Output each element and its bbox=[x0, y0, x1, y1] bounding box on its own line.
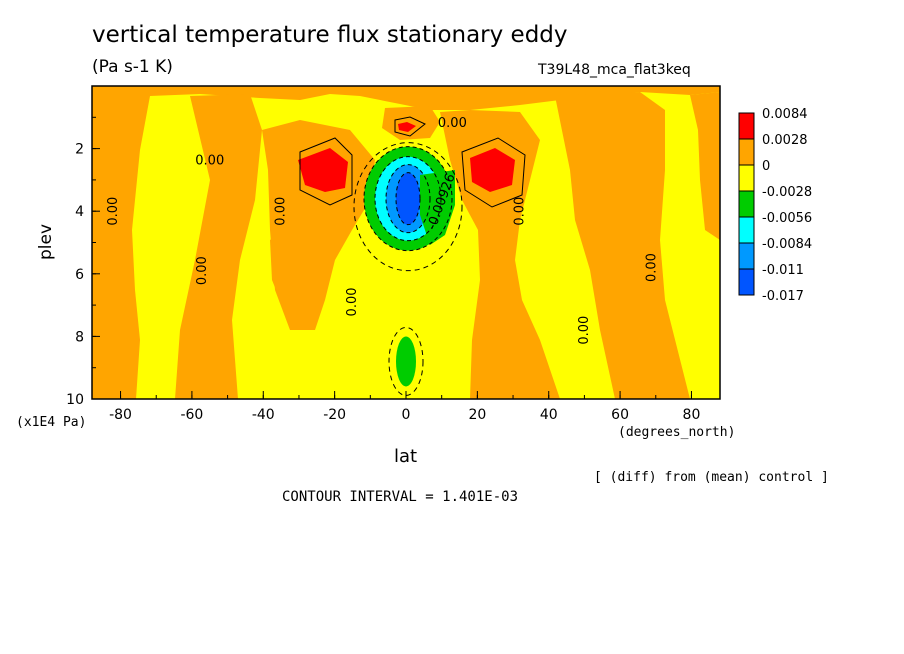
contour-dashed-eq-4 bbox=[395, 172, 421, 226]
contour-dashed-eq-1 bbox=[363, 146, 453, 252]
colorbar-swatch bbox=[738, 164, 755, 192]
colorbar-label: -0.0056 bbox=[762, 211, 812, 226]
colorbar-swatch bbox=[738, 138, 755, 166]
y-tick-label: 8 bbox=[75, 329, 84, 345]
diff-note: [ (diff) from (mean) control ] bbox=[594, 470, 829, 485]
contour-line-1 bbox=[299, 137, 353, 206]
colorbar-label: 0.0028 bbox=[762, 133, 808, 148]
contour-label-9: 0.00 bbox=[645, 253, 660, 282]
colorbar-label: -0.017 bbox=[762, 289, 804, 304]
colorbar-label: 0.0084 bbox=[762, 107, 808, 122]
units-label: (Pa s-1 K) bbox=[92, 57, 173, 77]
x-tick-label: 0 bbox=[402, 407, 411, 423]
colorbar-label: -0.011 bbox=[762, 263, 804, 278]
x-tick-label: -80 bbox=[109, 407, 132, 423]
y-tick-label: 4 bbox=[75, 204, 84, 220]
axes: -80 -60 -40 -20 0 20 40 60 80 2 4 6 8 10 bbox=[66, 116, 701, 423]
y-scale-label: (x1E4 Pa) bbox=[16, 415, 87, 430]
contour-label-5: 0.00 bbox=[195, 256, 210, 285]
x-tick-label: 20 bbox=[468, 407, 486, 423]
y-tick-label: 10 bbox=[66, 392, 84, 408]
red-top-max bbox=[398, 122, 416, 132]
x-tick-label: -40 bbox=[252, 407, 275, 423]
colorbar-swatch bbox=[738, 112, 755, 140]
colorbar-label: -0.0028 bbox=[762, 185, 812, 200]
red-sh-max bbox=[298, 148, 348, 192]
contour-label-7: 0.00 bbox=[513, 197, 528, 226]
contour-label-4: 0.00 bbox=[274, 197, 289, 226]
orange-region-7 bbox=[690, 92, 720, 240]
x-tick-label: -20 bbox=[323, 407, 346, 423]
eq-band-core bbox=[396, 172, 420, 225]
y-tick-label: 6 bbox=[75, 267, 84, 283]
contour-label-6: 0.00 bbox=[345, 287, 360, 316]
run-label: T39L48_mca_flat3keq bbox=[538, 62, 691, 78]
colorbar-swatch bbox=[738, 216, 755, 244]
contour-dashed-lower bbox=[388, 326, 424, 396]
x-unit-label: (degrees_north) bbox=[618, 425, 736, 440]
contour-label-8: 0.00 bbox=[577, 316, 592, 345]
contour-dashed-eq-2 bbox=[374, 156, 442, 242]
contour-dashed-eq-3 bbox=[385, 164, 431, 234]
colorbar-swatch bbox=[738, 268, 755, 296]
contour-lines bbox=[299, 116, 526, 396]
x-tick-label: 80 bbox=[683, 407, 701, 423]
y-tick-label: 2 bbox=[75, 142, 84, 158]
x-axis-label: lat bbox=[394, 446, 418, 467]
x-tick-label: 40 bbox=[540, 407, 558, 423]
colorbar-swatch bbox=[738, 190, 755, 218]
eq-band-green-ext bbox=[420, 170, 455, 245]
colorbar: 0.0084 0.0028 0 -0.0028 -0.0056 -0.0084 -0.011… bbox=[738, 107, 812, 304]
orange-region-5 bbox=[440, 110, 560, 399]
orange-region-6 bbox=[555, 92, 690, 399]
contour-interval: CONTOUR INTERVAL = 1.401E-03 bbox=[282, 489, 519, 505]
colorbar-swatch bbox=[738, 242, 755, 270]
orange-region-8 bbox=[382, 106, 440, 140]
orange-region-9 bbox=[270, 230, 305, 300]
filled-contours bbox=[92, 86, 720, 399]
chart-title: vertical temperature flux stationary edd… bbox=[92, 22, 568, 48]
contour-label-3: 0.00 bbox=[106, 197, 121, 226]
contour-label-2: 0.00 bbox=[438, 116, 467, 131]
contour-label-1: 0.00 bbox=[195, 154, 224, 169]
contour-dashed-outer bbox=[353, 142, 463, 272]
colorbar-label: 0 bbox=[762, 159, 770, 174]
x-tick-label: -60 bbox=[180, 407, 203, 423]
eq-lower-green bbox=[396, 336, 416, 387]
orange-region-1 bbox=[92, 86, 720, 110]
x-tick-label: 60 bbox=[611, 407, 629, 423]
contour-line-2 bbox=[461, 137, 526, 208]
orange-region-3 bbox=[175, 94, 262, 399]
contour-line-3 bbox=[394, 116, 426, 137]
red-nh-max bbox=[470, 148, 515, 192]
colorbar-label: -0.0084 bbox=[762, 237, 812, 252]
orange-region-2 bbox=[92, 96, 150, 399]
